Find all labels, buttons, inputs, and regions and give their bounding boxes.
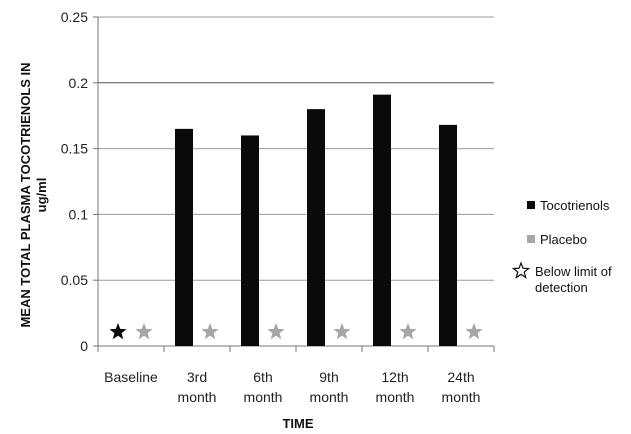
bars bbox=[175, 94, 457, 347]
legend: Tocotrienols Placebo Below limit of dete… bbox=[511, 198, 615, 295]
y-tick-label: 0.05 bbox=[61, 272, 88, 288]
below-detection-star-icon bbox=[201, 323, 219, 340]
bar-tocotrienols bbox=[175, 128, 193, 346]
bar-tocotrienols bbox=[307, 109, 325, 347]
below-detection-star-icon bbox=[109, 323, 127, 340]
below-detection-star-icon bbox=[399, 323, 417, 340]
legend-label-below-detection: Below limit of detection bbox=[535, 264, 615, 295]
x-tick-label: 9th month bbox=[310, 369, 349, 405]
y-axis-title-line2: ug/ml bbox=[34, 178, 49, 213]
x-axis: Baseline 3rd month 6th month 9th month 12th mont… bbox=[97, 345, 495, 405]
legend-swatch-tocotrienols bbox=[527, 201, 535, 209]
below-detection-star-icon bbox=[333, 323, 351, 340]
y-axis: 0 0.05 0.1 0.15 0.2 0.25 bbox=[61, 9, 99, 354]
legend-label-placebo: Placebo bbox=[540, 232, 587, 247]
x-tick-label: 6th month bbox=[244, 369, 283, 405]
bar-tocotrienols bbox=[373, 94, 391, 346]
x-tick-label: 24th month bbox=[442, 369, 481, 405]
x-tick-label: Baseline bbox=[104, 369, 158, 385]
bar-tocotrienols bbox=[241, 135, 259, 346]
y-tick-label: 0 bbox=[80, 338, 88, 354]
x-tick-label: 3rd month bbox=[178, 369, 217, 405]
below-detection-star-icon bbox=[465, 323, 483, 340]
x-axis-title: TIME bbox=[282, 416, 313, 431]
legend-star-outline-icon bbox=[511, 261, 531, 279]
y-tick-label: 0.1 bbox=[69, 206, 89, 222]
y-tick-label: 0.25 bbox=[61, 9, 88, 25]
x-tick-label: 12th month bbox=[376, 369, 415, 405]
y-tick-label: 0.15 bbox=[61, 141, 88, 157]
y-tick-label: 0.2 bbox=[69, 75, 89, 91]
below-detection-star-icon bbox=[135, 323, 153, 340]
gridlines bbox=[98, 16, 494, 281]
below-detection-markers bbox=[109, 323, 483, 340]
bar-tocotrienols bbox=[439, 124, 457, 346]
y-axis-title-line1: MEAN TOTAL PLASMA TOCOTRIENOLS IN bbox=[18, 62, 33, 327]
below-detection-star-icon bbox=[267, 323, 285, 340]
legend-swatch-placebo bbox=[527, 235, 535, 243]
legend-label-tocotrienols: Tocotrienols bbox=[540, 198, 610, 213]
